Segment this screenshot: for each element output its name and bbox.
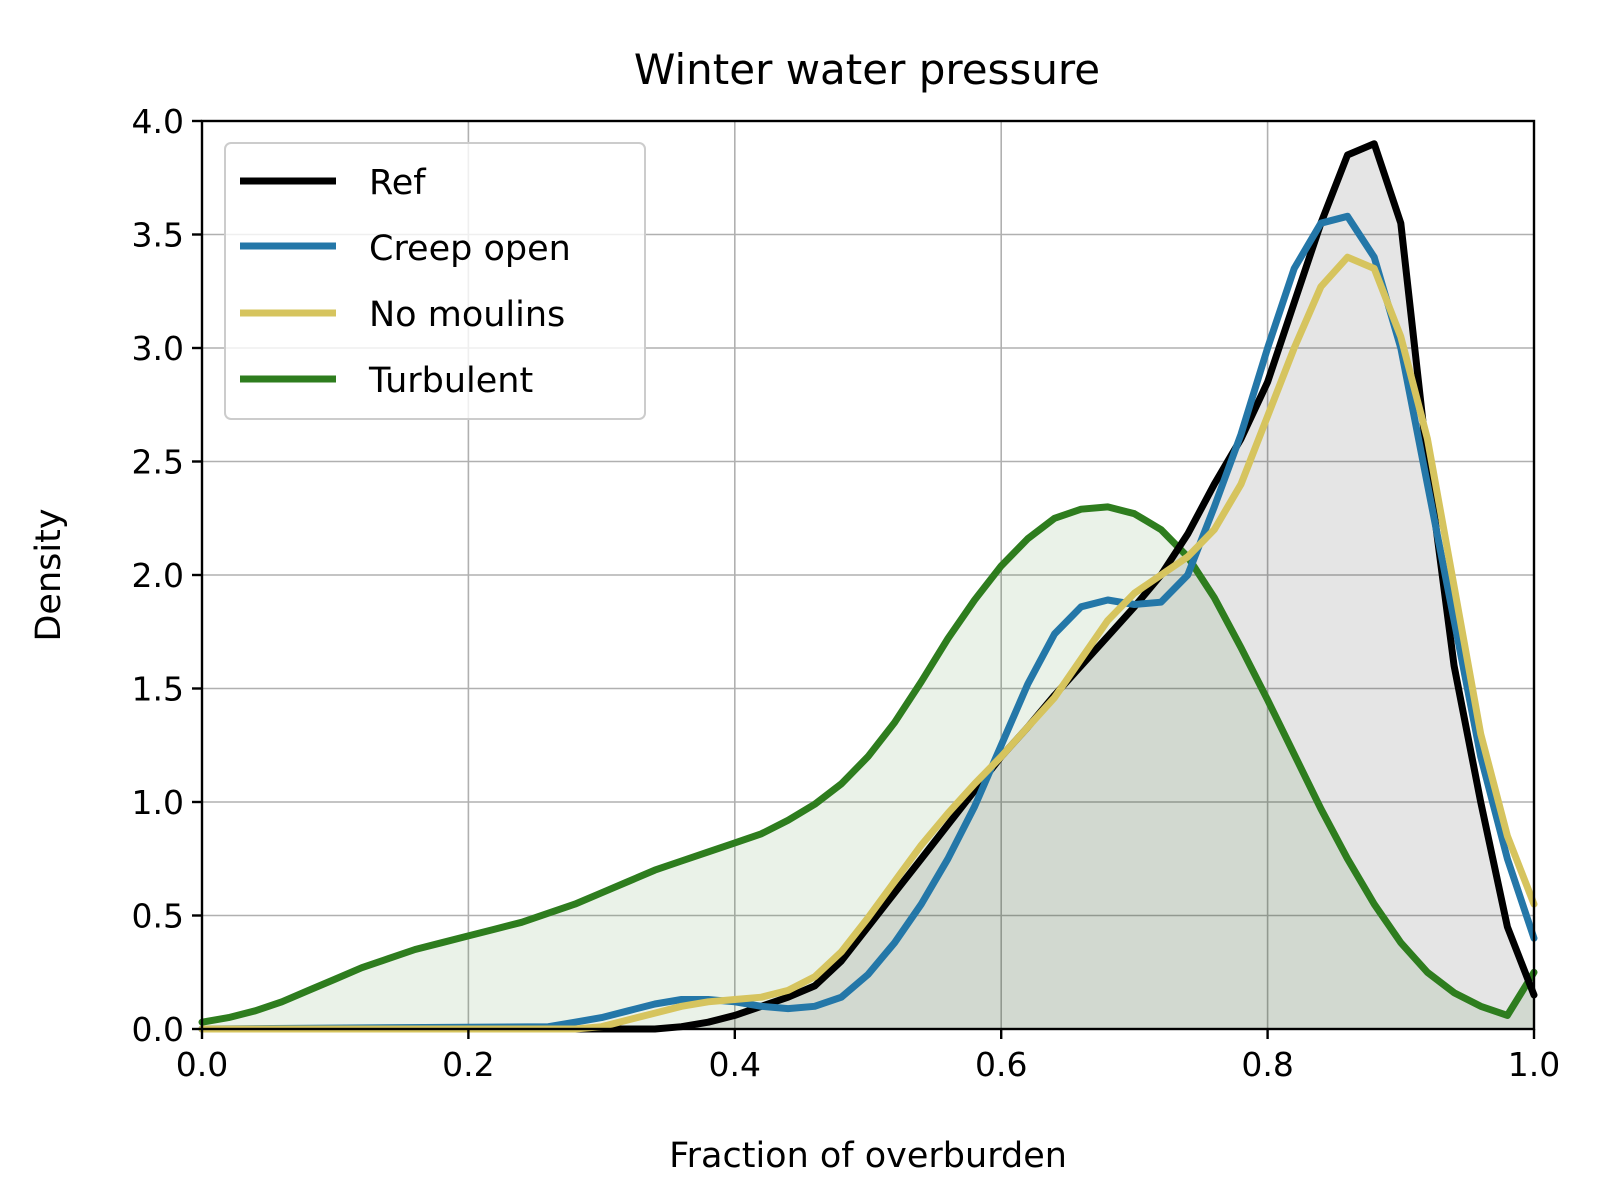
y-tick-label: 2.0	[132, 556, 184, 595]
series-fill-ref	[202, 143, 1534, 1029]
series-line-creep-open	[198, 212, 1538, 1033]
legend-label-no-moulins: No moulins	[369, 295, 565, 335]
legend-box	[224, 142, 646, 420]
chart-title: Winter water pressure	[634, 45, 1100, 94]
y-axis-title: Density	[29, 508, 69, 641]
x-tick-label: 0.2	[442, 1045, 494, 1084]
y-tick-label: 0.0	[132, 1010, 184, 1049]
series-fill-turbulent	[202, 506, 1534, 1029]
legend-label-turbulent: Turbulent	[368, 361, 533, 401]
y-tick-label: 1.0	[132, 783, 184, 822]
y-tick-label: 3.0	[132, 329, 184, 368]
x-axis-ticks: 0.0 0.2 0.4 0.6 0.8 1.0	[176, 1029, 1560, 1084]
x-tick-label: 0.0	[176, 1045, 228, 1084]
x-tick-label: 0.4	[709, 1045, 761, 1084]
y-tick-label: 4.0	[132, 102, 184, 141]
x-tick-label: 0.8	[1241, 1045, 1293, 1084]
series-line-turbulent	[198, 503, 1538, 1026]
x-tick-label: 1.0	[1508, 1045, 1560, 1084]
y-axis-ticks: 0.0 0.5 1.0 1.5 2.0 2.5 3.0 3.5 4.0	[132, 102, 202, 1049]
series-lines	[198, 140, 1538, 1033]
legend: Ref Creep open No moulins Turbulent	[224, 142, 646, 420]
series-line-no-moulins	[198, 253, 1538, 1033]
y-tick-label: 0.5	[132, 897, 184, 936]
legend-label-ref: Ref	[369, 163, 426, 203]
y-tick-label: 3.5	[132, 216, 184, 255]
y-tick-label: 1.5	[132, 670, 184, 709]
x-tick-label: 0.6	[975, 1045, 1027, 1084]
legend-label-creep-open: Creep open	[369, 229, 571, 269]
series-fills	[202, 143, 1534, 1029]
y-tick-label: 2.5	[132, 443, 184, 482]
x-axis-title: Fraction of overburden	[669, 1136, 1067, 1176]
